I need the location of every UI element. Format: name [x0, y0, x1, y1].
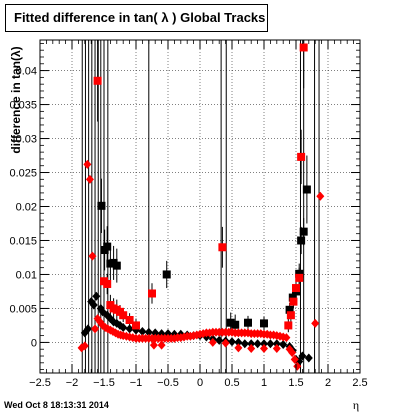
square-marker: [299, 227, 308, 236]
square-marker: [302, 185, 311, 194]
x-tick-label: 0.5: [224, 377, 239, 389]
square-marker: [132, 321, 140, 330]
y-tick-label: 0.035: [9, 100, 37, 112]
square-marker: [297, 152, 306, 161]
diamond-marker: [138, 327, 147, 337]
grid: [39, 40, 361, 373]
diamond-marker: [272, 344, 281, 354]
square-marker: [148, 289, 156, 298]
diamond-marker: [144, 327, 153, 337]
x-tick-label: −0.5: [157, 377, 179, 389]
x-tick-label: 0: [197, 377, 203, 389]
diamond-marker: [149, 340, 158, 350]
diamond-marker: [282, 333, 291, 343]
diamond-marker: [83, 159, 92, 169]
diamond-marker: [316, 191, 325, 201]
square-marker: [162, 270, 171, 279]
diamond-marker: [91, 324, 100, 334]
square-marker: [288, 293, 297, 302]
square-marker: [244, 318, 252, 327]
diamond-marker: [84, 324, 92, 334]
square-marker: [299, 43, 308, 52]
square-marker: [286, 311, 295, 320]
square-marker: [97, 201, 106, 210]
diamond-marker: [92, 291, 101, 301]
diamond-marker: [228, 337, 236, 347]
square-marker: [289, 297, 298, 306]
square-marker: [103, 279, 112, 288]
ticks: −2.5 −2 −1.5 −1 −0.5 0 0.5 1 1.5 2 2.5 0 0.005 0.01 0.…: [9, 40, 368, 389]
x-tick-label: −2.5: [29, 377, 51, 389]
square-marker: [285, 305, 294, 314]
diamond-marker: [304, 353, 313, 363]
x-tick-label: 1: [261, 377, 267, 389]
diamond-marker: [234, 337, 243, 347]
y-tick-label: 0.04: [16, 66, 37, 78]
x-tick-label: −2: [66, 377, 79, 389]
y-tick-label: 0.02: [16, 202, 37, 214]
square-marker: [292, 284, 300, 293]
diamond-marker: [89, 300, 98, 310]
diamond-marker: [119, 322, 128, 332]
diamond-marker: [221, 338, 230, 348]
square-marker: [295, 273, 304, 282]
diamond-marker: [272, 339, 281, 349]
y-axis-label: difference in tan(λ): [9, 46, 23, 153]
x-tick-label: −1: [130, 377, 143, 389]
square-marker: [226, 318, 235, 327]
diamond-marker: [208, 337, 217, 347]
x-tick-label: −1.5: [93, 377, 115, 389]
square-marker: [93, 76, 102, 85]
diamond-marker: [240, 339, 249, 349]
diamond-marker: [288, 348, 297, 358]
diamond-marker: [293, 361, 302, 371]
square-marker: [125, 315, 134, 324]
square-marker: [112, 261, 121, 270]
diamond-marker: [290, 354, 299, 364]
diamond-marker: [260, 344, 268, 354]
diamond-marker: [151, 328, 160, 338]
footer-timestamp: Wed Oct 8 18:13:31 2014: [4, 400, 109, 410]
square-marker: [260, 319, 268, 328]
diamond-marker: [266, 339, 275, 349]
square-marker: [119, 311, 128, 320]
x-axis-label: η: [353, 398, 359, 412]
square-marker: [297, 236, 306, 245]
diamond-marker: [125, 324, 134, 334]
square-marker: [284, 321, 293, 330]
diamond-marker: [234, 343, 243, 353]
x-tick-label: 2: [325, 377, 331, 389]
square-marker: [218, 243, 227, 252]
y-tick-label: 0.015: [9, 235, 37, 247]
chart-title: Fitted difference in tan( λ ) Global Tra…: [5, 4, 268, 32]
diamond-marker: [247, 344, 256, 354]
diamond-marker: [157, 340, 166, 350]
diamond-marker: [311, 318, 320, 328]
y-tick-label: 0.005: [9, 303, 37, 315]
diamond-marker: [253, 339, 262, 349]
diamond-marker: [260, 339, 268, 349]
diamond-marker: [279, 339, 288, 349]
square-marker: [103, 242, 112, 251]
diamond-marker: [85, 174, 94, 184]
markers: [77, 43, 325, 371]
diamond-marker: [215, 335, 224, 345]
diamond-marker: [80, 341, 89, 351]
y-tick-label: 0.025: [9, 168, 37, 180]
diamond-marker: [298, 351, 307, 361]
x-tick-label: 2.5: [352, 377, 367, 389]
diamond-marker: [247, 339, 256, 349]
diamond-marker: [88, 251, 97, 261]
x-tick-label: 1.5: [288, 377, 303, 389]
y-tick-label: 0.03: [16, 134, 37, 146]
square-marker: [231, 320, 240, 329]
y-tick-label: 0: [31, 337, 37, 349]
square-marker: [295, 269, 304, 278]
y-tick-label: 0.01: [16, 269, 37, 281]
